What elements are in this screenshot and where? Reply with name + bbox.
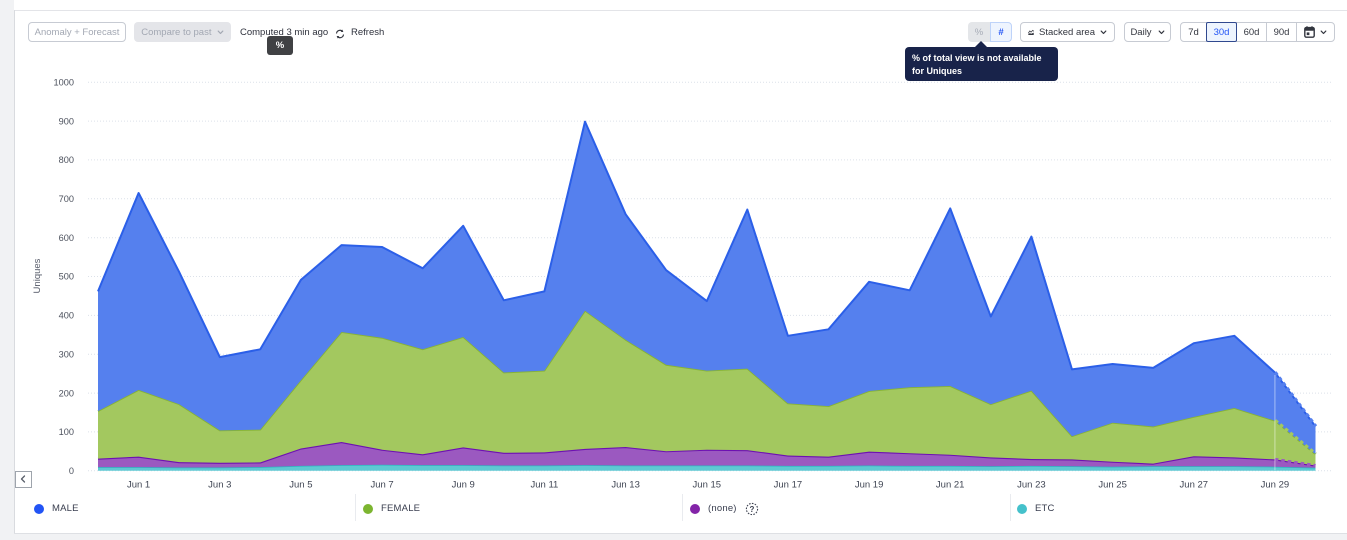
svg-text:600: 600 [59,233,74,243]
svg-text:?: ? [749,505,754,514]
svg-text:Jun 19: Jun 19 [855,480,884,491]
svg-text:Jun 3: Jun 3 [208,480,231,491]
svg-text:0: 0 [69,466,74,476]
svg-text:900: 900 [59,116,74,126]
svg-text:Jun 15: Jun 15 [693,480,722,491]
svg-text:Jun 27: Jun 27 [1180,480,1209,491]
svg-text:Jun 23: Jun 23 [1017,480,1046,491]
svg-text:800: 800 [59,155,74,165]
svg-text:Jun 13: Jun 13 [611,480,640,491]
svg-text:Jun 7: Jun 7 [370,480,393,491]
svg-text:300: 300 [59,349,74,359]
svg-text:400: 400 [59,311,74,321]
svg-text:Jun 1: Jun 1 [127,480,150,491]
svg-text:Jun 25: Jun 25 [1098,480,1127,491]
svg-text:500: 500 [59,272,74,282]
svg-text:Jun 11: Jun 11 [530,480,558,491]
svg-text:200: 200 [59,388,74,398]
svg-text:100: 100 [59,427,74,437]
svg-text:Uniques: Uniques [32,258,43,293]
svg-text:Jun 9: Jun 9 [452,480,475,491]
svg-text:1000: 1000 [54,77,74,87]
svg-text:700: 700 [59,194,74,204]
svg-text:Jun 5: Jun 5 [289,480,312,491]
svg-text:Jun 29: Jun 29 [1261,480,1290,491]
svg-text:Jun 17: Jun 17 [774,480,803,491]
svg-text:Jun 21: Jun 21 [936,480,965,491]
